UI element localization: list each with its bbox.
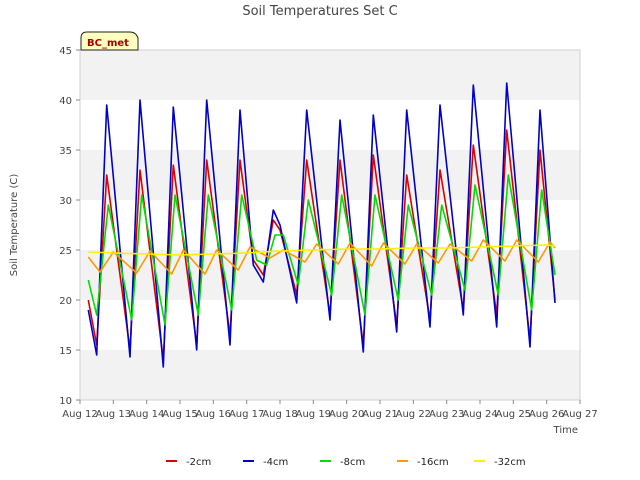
x-tick-label: Aug 20 (329, 409, 364, 420)
legend: -2cm -4cm -8cm -16cm -32cm (166, 457, 526, 468)
site-badge: BC_met (80, 31, 139, 51)
grid-band (80, 50, 580, 100)
x-tick-label: Aug 25 (496, 409, 531, 420)
y-tick-label: 40 (59, 96, 72, 107)
y-tick-label: 30 (59, 196, 72, 207)
y-tick-label: 10 (59, 396, 72, 407)
chart-title: Soil Temperatures Set C (242, 4, 397, 19)
x-tick-label: Aug 27 (562, 409, 597, 420)
legend-label: -16cm (417, 457, 449, 468)
x-tick-label: Aug 22 (396, 409, 431, 420)
x-tick-label: Aug 14 (129, 409, 164, 420)
legend-label: -4cm (263, 457, 288, 468)
series-line--32cm (88, 244, 556, 256)
y-tick-label: 35 (59, 146, 72, 157)
plot-frame (79, 49, 581, 401)
grid-band (80, 150, 580, 200)
series-line--16cm (87, 239, 556, 275)
x-tick-label: Aug 17 (229, 409, 264, 420)
x-axis-label: Time (553, 425, 578, 436)
y-tick-label: 25 (59, 246, 72, 257)
x-tick-label: Aug 23 (429, 409, 464, 420)
y-axis-label: Soil Temperature (C) (9, 174, 20, 277)
grid-band (80, 350, 580, 400)
x-tick-label: Aug 19 (296, 409, 331, 420)
x-tick-label: Aug 18 (262, 409, 297, 420)
badge-box (80, 31, 139, 51)
x-tick-label: Aug 26 (529, 409, 564, 420)
series-line--8cm (87, 174, 556, 326)
series-lines (87, 82, 556, 368)
x-tick-label: Aug 16 (196, 409, 231, 420)
x-tick-label: Aug 24 (462, 409, 497, 420)
y-tick-label: 20 (59, 296, 72, 307)
y-axis-ticks: 10 15 20 25 30 35 40 45 (59, 46, 80, 407)
legend-label: -2cm (186, 457, 211, 468)
x-tick-label: Aug 13 (96, 409, 131, 420)
legend-label: -32cm (494, 457, 526, 468)
x-tick-label: Aug 12 (62, 409, 97, 420)
grid-band (80, 250, 580, 300)
legend-label: -8cm (340, 457, 365, 468)
y-tick-label: 15 (59, 346, 72, 357)
x-tick-label: Aug 21 (362, 409, 397, 420)
x-tick-label: Aug 15 (162, 409, 197, 420)
grid-bands (80, 50, 580, 400)
y-tick-label: 45 (59, 46, 72, 57)
badge-label: BC_met (87, 38, 129, 49)
